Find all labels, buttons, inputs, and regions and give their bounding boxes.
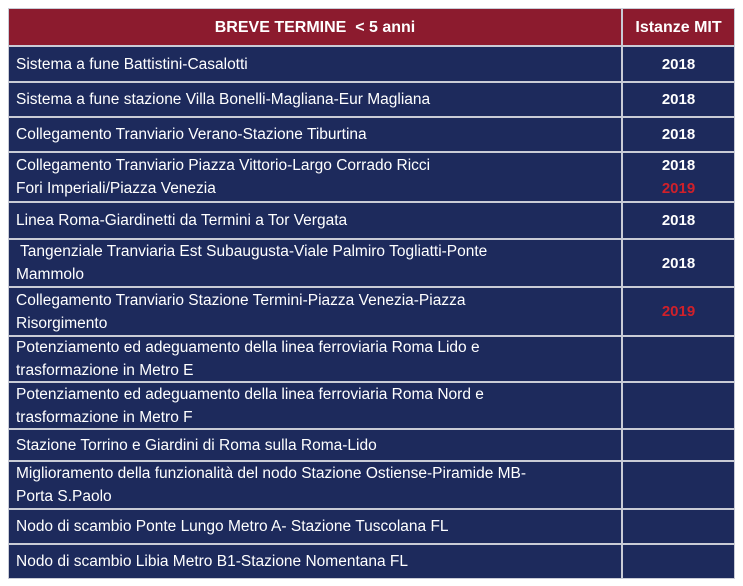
header-cell: BREVE TERMINE < 5 anni: [8, 8, 622, 46]
table-row: Collegamento Tranviario Piazza Vittorio-…: [8, 152, 735, 202]
project-text: Nodo di scambio Libia Metro B1-Stazione …: [16, 553, 409, 570]
year-text: 2018: [661, 55, 696, 73]
project-cell: Collegamento Tranviario Piazza Vittorio-…: [8, 152, 622, 202]
header-text: Istanze MIT: [635, 18, 722, 36]
year-cell: 2018 2019: [622, 152, 735, 202]
project-text: trasformazione in Metro E: [16, 362, 194, 379]
year-text: 2018: [661, 126, 696, 143]
project-cell: Nodo di scambio Ponte Lungo Metro A- Sta…: [8, 509, 622, 544]
year-text: 2018: [661, 91, 696, 108]
project-text: Stazione Torrino e Giardini di Roma sull…: [16, 436, 377, 454]
project-text: Linea Roma-Giardinetti da Termini a Tor …: [16, 212, 348, 229]
project-text: Potenziamento ed adeguamento della linea…: [16, 339, 480, 356]
project-cell: Linea Roma-Giardinetti da Termini a Tor …: [8, 202, 622, 239]
project-text: Mammolo: [16, 266, 85, 283]
year-cell: [622, 544, 735, 579]
table-row: Collegamento Tranviario Verano-Stazione …: [8, 117, 735, 152]
header-text: BREVE TERMINE < 5 anni: [214, 18, 416, 36]
table-row: Collegamento Tranviario Stazione Termini…: [8, 287, 735, 336]
year-cell: 2018: [622, 117, 735, 152]
project-text: Collegamento Tranviario Verano-Stazione …: [16, 126, 367, 143]
project-text: Sistema a fune Battistini-Casalotti: [16, 55, 248, 73]
table-row: Sistema a fune stazione Villa Bonelli-Ma…: [8, 82, 735, 117]
year-cell: 2018: [622, 46, 735, 82]
project-cell: Sistema a fune Battistini-Casalotti: [8, 46, 622, 82]
project-text: Collegamento Tranviario Stazione Termini…: [16, 291, 466, 309]
year-cell: 2018: [622, 202, 735, 239]
year-cell: [622, 382, 735, 429]
year-cell: [622, 429, 735, 461]
table-row: Sistema a fune Battistini-Casalotti 2018: [8, 46, 735, 82]
year-text: 2018: [661, 254, 696, 272]
table-row: Tangenziale Tranviaria Est Subaugusta-Vi…: [8, 239, 735, 287]
project-text: Risorgimento: [16, 314, 108, 332]
project-cell: Collegamento Tranviario Verano-Stazione …: [8, 117, 622, 152]
project-cell: Miglioramento della funzionalità del nod…: [8, 461, 622, 509]
project-text: Miglioramento della funzionalità del nod…: [16, 465, 527, 482]
project-text: trasformazione in Metro F: [16, 408, 193, 426]
project-text: Sistema a fune stazione Villa Bonelli-Ma…: [16, 91, 431, 108]
year-cell: [622, 461, 735, 509]
year-cell: [622, 336, 735, 382]
table-row: Potenziamento ed adeguamento della linea…: [8, 382, 735, 429]
year-text: 2019: [661, 303, 696, 320]
project-text: Tangenziale Tranviaria Est Subaugusta-Vi…: [16, 243, 488, 260]
project-cell: Potenziamento ed adeguamento della linea…: [8, 336, 622, 382]
year-cell: 2019: [622, 287, 735, 336]
project-cell: Stazione Torrino e Giardini di Roma sull…: [8, 429, 622, 461]
table-row: Stazione Torrino e Giardini di Roma sull…: [8, 429, 735, 461]
project-cell: Tangenziale Tranviaria Est Subaugusta-Vi…: [8, 239, 622, 287]
table-row: Potenziamento ed adeguamento della linea…: [8, 336, 735, 382]
project-text: Collegamento Tranviario Piazza Vittorio-…: [16, 157, 431, 174]
project-text: Nodo di scambio Ponte Lungo Metro A- Sta…: [16, 518, 449, 535]
project-text: Porta S.Paolo: [16, 488, 112, 505]
project-text: Potenziamento ed adeguamento della linea…: [16, 385, 484, 403]
header-row: BREVE TERMINE < 5 anni Istanze MIT: [8, 8, 735, 46]
table-row: Linea Roma-Giardinetti da Termini a Tor …: [8, 202, 735, 239]
project-cell: Collegamento Tranviario Stazione Termini…: [8, 287, 622, 336]
year-cell: [622, 509, 735, 544]
year-cell: 2018: [622, 239, 735, 287]
project-cell: Sistema a fune stazione Villa Bonelli-Ma…: [8, 82, 622, 117]
project-cell: Potenziamento ed adeguamento della linea…: [8, 382, 622, 429]
header-cell: Istanze MIT: [622, 8, 735, 46]
table-row: Nodo di scambio Ponte Lungo Metro A- Sta…: [8, 509, 735, 544]
year-text: 2019: [661, 180, 696, 197]
project-cell: Nodo di scambio Libia Metro B1-Stazione …: [8, 544, 622, 579]
project-text: Fori Imperiali/Piazza Venezia: [16, 180, 216, 197]
table-row: Miglioramento della funzionalità del nod…: [8, 461, 735, 509]
year-cell: 2018: [622, 82, 735, 117]
year-text: 2018: [661, 212, 696, 229]
table-row: Nodo di scambio Libia Metro B1-Stazione …: [8, 544, 735, 579]
year-text: 2018: [661, 157, 696, 174]
